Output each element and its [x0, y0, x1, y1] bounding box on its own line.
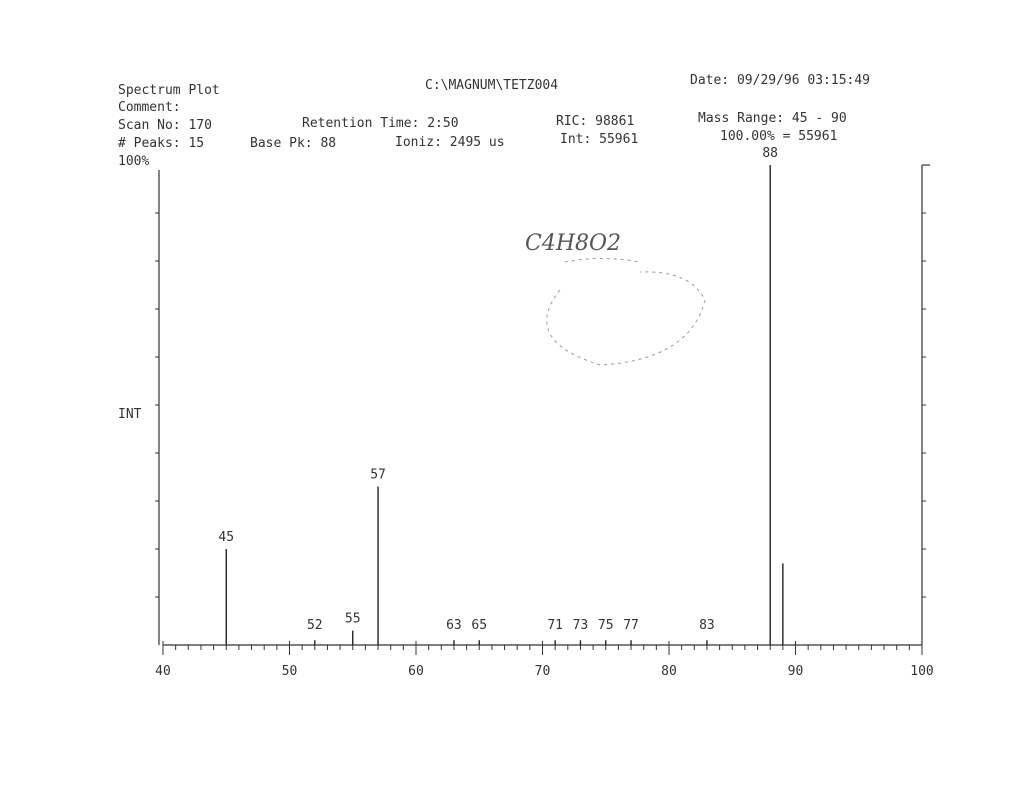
title: Spectrum Plot: [118, 83, 220, 98]
base-peak: Base Pk: 88: [250, 136, 336, 151]
mass-range: Mass Range: 45 - 90: [698, 111, 847, 126]
x-tick-label: 40: [155, 664, 171, 679]
peak-label: 77: [623, 618, 639, 633]
x-tick-label: 80: [661, 664, 677, 679]
peak-label: 45: [218, 530, 234, 545]
y-top-label: 100%: [118, 154, 149, 169]
peak-label: 75: [598, 618, 614, 633]
peak-label: 65: [471, 618, 487, 633]
peak-label: 83: [699, 618, 715, 633]
x-tick-label: 60: [408, 664, 424, 679]
peak-label: 52: [307, 618, 323, 633]
peak-label: 57: [370, 468, 386, 483]
intensity: Int: 55961: [560, 132, 638, 147]
x-tick-label: 70: [535, 664, 551, 679]
retention-time: Retention Time: 2:50: [302, 116, 459, 131]
x-tick-label: 50: [282, 664, 298, 679]
date: Date: 09/29/96 03:15:49: [690, 73, 870, 88]
handwritten-ellipse: [546, 258, 706, 366]
peak-label: 63: [446, 618, 462, 633]
handwritten-formula: C4H8O2: [525, 231, 621, 256]
peak-label: 55: [345, 612, 361, 627]
peak-label: 71: [547, 618, 563, 633]
x-tick-label: 90: [788, 664, 804, 679]
file-name: C:\MAGNUM\TETZ004: [425, 78, 558, 93]
ric: RIC: 98861: [556, 114, 634, 129]
scan-no: Scan No: 170: [118, 118, 212, 133]
peak-label: 73: [573, 618, 589, 633]
ionization: Ioniz: 2495 us: [395, 135, 505, 150]
peak-label: 88: [762, 146, 778, 161]
y-axis-label: INT: [118, 407, 142, 422]
peak-count: # Peaks: 15: [118, 136, 204, 151]
comment: Comment:: [118, 100, 181, 115]
scale: 100.00% = 55961: [720, 129, 837, 144]
x-tick-label: 100: [910, 664, 933, 679]
